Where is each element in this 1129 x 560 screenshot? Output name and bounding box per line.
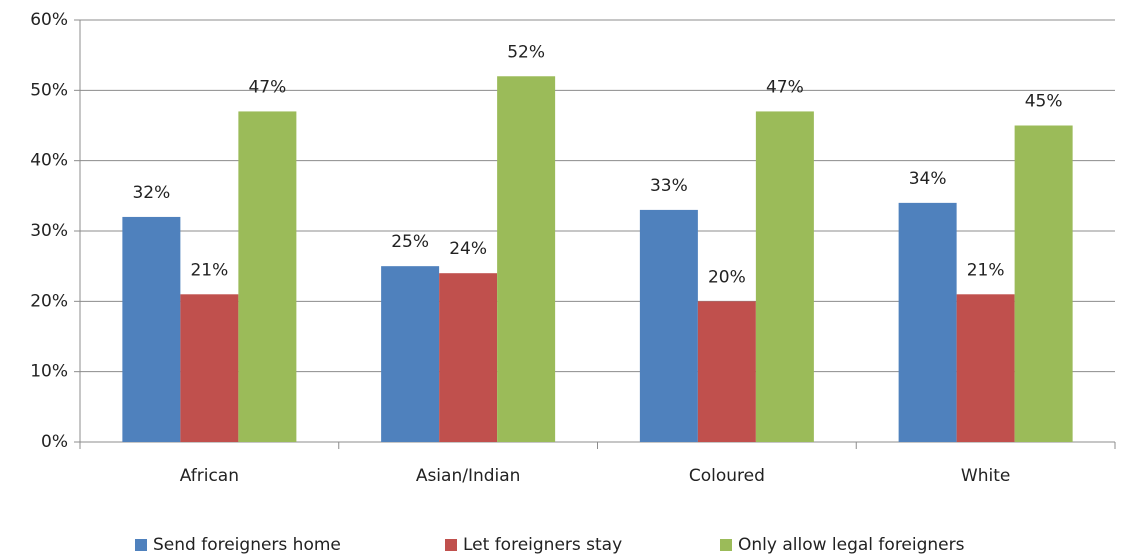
data-label: 25%: [391, 232, 429, 252]
data-label: 21%: [967, 260, 1005, 280]
data-label: 47%: [248, 77, 286, 97]
data-label: 32%: [132, 183, 170, 203]
data-label: 20%: [708, 267, 746, 287]
data-label: 34%: [909, 169, 947, 189]
bar: [697, 301, 756, 442]
bar: [898, 202, 957, 442]
y-tick-label: 10%: [30, 362, 68, 382]
x-tick-label: White: [961, 466, 1010, 486]
y-tick-label: 0%: [41, 432, 68, 452]
y-tick-label: 50%: [30, 80, 68, 100]
bar: [497, 76, 556, 443]
y-tick-label: 40%: [30, 151, 68, 171]
legend-label: Let foreigners stay: [463, 535, 622, 555]
data-label: 21%: [190, 260, 228, 280]
x-tick-label: Coloured: [689, 466, 765, 486]
x-tick-label: Asian/Indian: [416, 466, 521, 486]
y-tick-label: 30%: [30, 221, 68, 241]
bar: [755, 111, 814, 442]
bar: [238, 111, 297, 442]
data-label: 47%: [766, 77, 804, 97]
bar: [381, 266, 440, 442]
legend-label: Send foreigners home: [153, 535, 341, 555]
x-tick-label: African: [180, 466, 239, 486]
bar: [639, 209, 698, 442]
data-label: 24%: [449, 239, 487, 259]
y-tick-label: 20%: [30, 291, 68, 311]
y-tick-label: 60%: [30, 10, 68, 30]
data-label: 33%: [650, 176, 688, 196]
legend-swatch: [135, 539, 147, 551]
data-label: 45%: [1025, 92, 1063, 112]
data-label: 52%: [507, 42, 545, 62]
legend-swatch: [720, 539, 732, 551]
bar: [180, 294, 239, 442]
legend-swatch: [445, 539, 457, 551]
legend-label: Only allow legal foreigners: [738, 535, 965, 555]
bar: [122, 216, 181, 442]
bar: [1014, 125, 1073, 442]
bar: [439, 273, 498, 442]
bar: [956, 294, 1015, 442]
